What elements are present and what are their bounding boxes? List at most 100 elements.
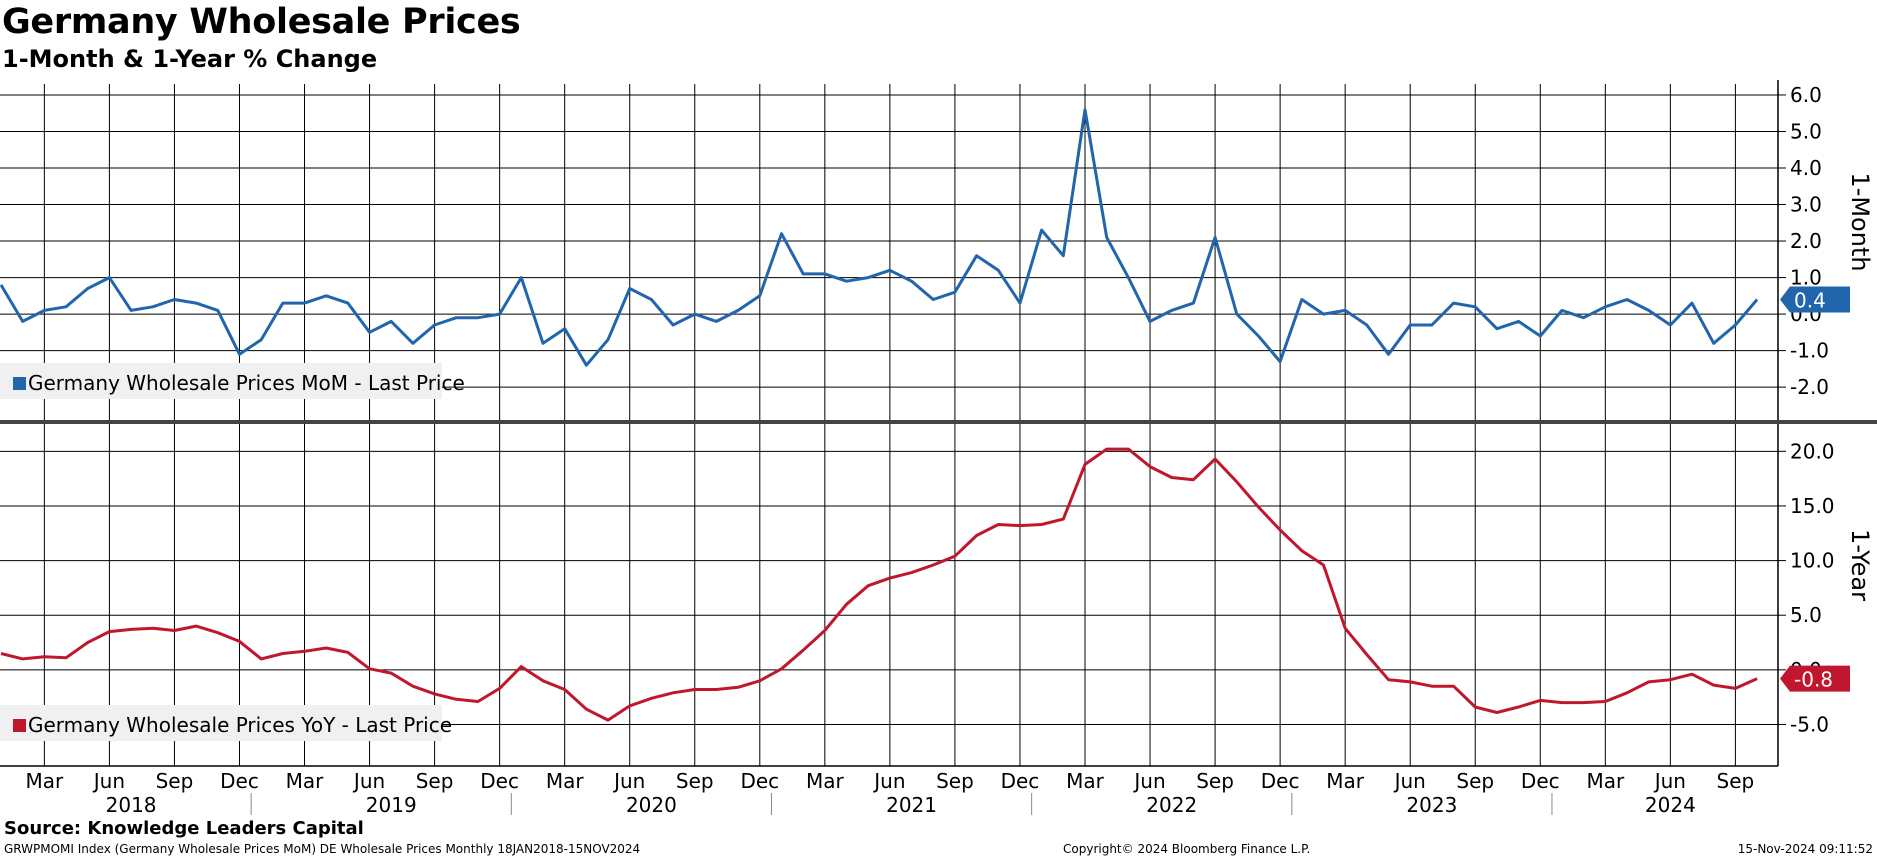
yoy-data-point [542,679,545,682]
chart-title: Germany Wholesale Prices [2,2,521,42]
y-tick-label: 20.0 [1790,439,1835,463]
yoy-data-point [108,630,111,633]
mom-data-point [542,342,545,345]
mom-data-point [780,232,783,235]
yoy-legend: Germany Wholesale Prices YoY - Last Pric… [0,705,452,741]
y-tick-label: 5.0 [1790,119,1822,143]
x-month-label: Jun [872,769,905,793]
x-month-label: Dec [1261,769,1300,793]
mom-data-point [1430,324,1433,327]
copyright-note: Copyright© 2024 Bloomberg Finance L.P. [1063,842,1311,856]
y-tick-label: 1.0 [1790,266,1822,290]
mom-data-point [303,302,306,305]
mom-data-point [628,287,631,290]
yoy-data-point [802,649,805,652]
x-month-label: Jun [92,769,125,793]
x-year-label: 2024 [1645,793,1696,817]
x-month-label: Mar [1066,769,1105,793]
yoy-data-point [1539,699,1542,702]
mom-data-point [715,320,718,323]
yoy-data-point [997,523,1000,526]
mom-data-point [845,280,848,283]
x-month-label: Jun [1393,769,1426,793]
mom-data-point [346,302,349,305]
yoy-data-point [845,603,848,606]
mom-data-point [737,309,740,312]
x-month-label: Mar [25,769,64,793]
mom-data-point [1365,324,1368,327]
yoy-data-point [693,688,696,691]
mom-data-point [607,338,610,341]
yoy-data-point [1582,701,1585,704]
mom-data-point [910,280,913,283]
yoy-data-point [1170,476,1173,479]
x-month-label: Mar [1586,769,1625,793]
mom-data-point [151,305,154,308]
mom-data-point [433,324,436,327]
yoy-data-point [1322,563,1325,566]
mom-data-point [1257,335,1260,338]
mom-data-point [975,254,978,257]
mom-data-point [888,269,891,272]
mom-data-point [260,338,263,341]
yoy-data-point [823,629,826,632]
yoy-data-point [1149,465,1152,468]
yoy-data-point [1084,463,1087,466]
yoy-data-point [433,692,436,695]
mom-data-point [1192,302,1195,305]
mom-data-point [1322,313,1325,316]
yoy-data-point [1495,711,1498,714]
x-month-label: Mar [286,769,325,793]
yoy-data-point [520,665,523,668]
mom-data-point [1452,302,1455,305]
yoy-data-point [325,646,328,649]
yoy-data-point [43,655,46,658]
yoy-data-point [1474,705,1477,708]
yoy-data-point [737,686,740,689]
yoy-data-point [1257,506,1260,509]
mom-data-point [1170,309,1173,312]
yoy-data-point [346,651,349,654]
yoy-data-point [1669,678,1672,681]
yoy-data-point [1105,448,1108,451]
x-year-label: 2018 [106,793,157,817]
mom-data-point [390,320,393,323]
mom-data-point [823,272,826,275]
yoy-data-point [975,534,978,537]
mom-data-point [1300,298,1303,301]
yoy-panel: 20.015.010.05.00.0-5.01-Year-0.8Germany … [0,420,1874,766]
yoy-data-point [455,698,458,701]
mom-data-point [281,302,284,305]
yoy-data-point [953,555,956,558]
legend-label: Germany Wholesale Prices MoM - Last Pric… [28,371,465,395]
yoy-data-point [1040,523,1043,526]
mom-data-point [1756,298,1759,301]
x-month-label: Dec [480,769,519,793]
mom-data-point [1712,342,1715,345]
yoy-data-point [758,679,761,682]
x-month-label: Mar [546,769,585,793]
x-month-label: Mar [806,769,845,793]
mom-data-point [1560,309,1563,312]
yoy-data-point [1517,705,1520,708]
yoy-data-point [1214,457,1217,460]
yoy-data-point [1365,653,1368,656]
mom-legend: Germany Wholesale Prices MoM - Last Pric… [0,363,465,399]
mom-data-point [997,269,1000,272]
chart-canvas: 6.05.04.03.02.01.00.0-1.0-2.01-Month0.4G… [0,80,1877,817]
ticker-line: GRWPMOMI Index (Germany Wholesale Prices… [4,842,641,856]
x-month-label: Jun [1653,769,1686,793]
x-year-label: 2023 [1406,793,1457,817]
mom-data-point [1539,335,1542,338]
mom-data-point [650,298,653,301]
mom-data-point [368,331,371,334]
mom-data-point [1387,353,1390,356]
mom-data-point [802,272,805,275]
x-month-label: Sep [156,769,194,793]
mom-panel: 6.05.04.03.02.01.00.0-1.0-2.01-Month0.4G… [0,80,1874,420]
mom-series-line [0,108,1759,367]
yoy-data-point [563,688,566,691]
mom-data-point [455,316,458,319]
mom-data-point [173,298,176,301]
x-year-label: 2019 [366,793,417,817]
